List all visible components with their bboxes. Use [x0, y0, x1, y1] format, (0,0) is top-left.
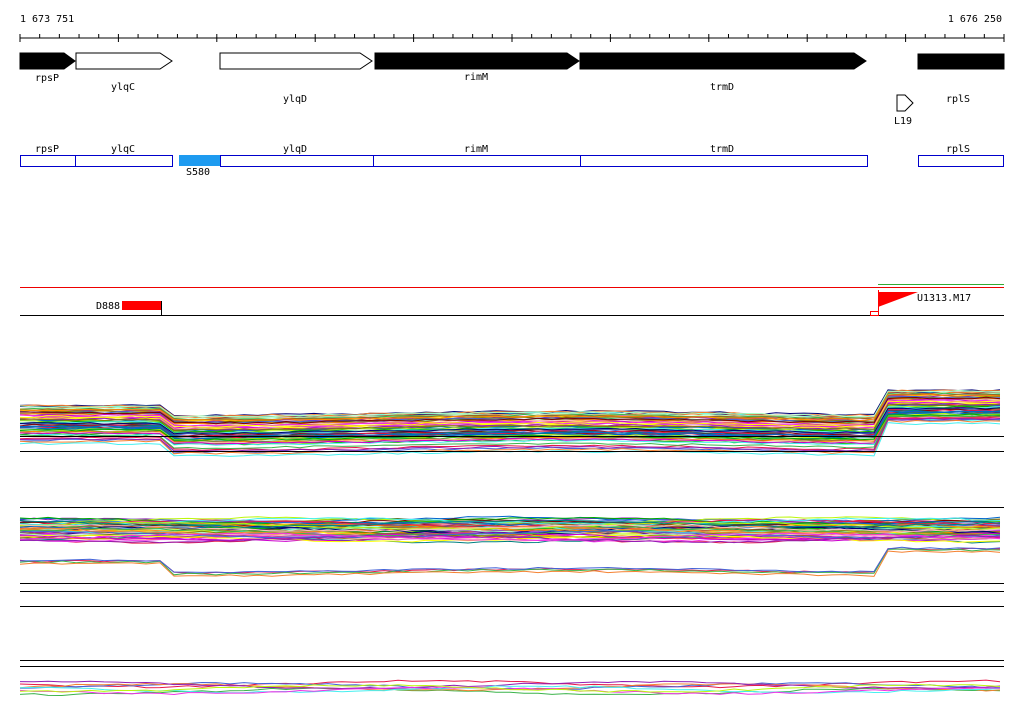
profile-line: [19, 550, 1001, 577]
profile-line: [19, 516, 1001, 524]
region-box: [918, 155, 1004, 167]
gene-arrow: [19, 52, 76, 70]
profile-line: [19, 419, 1001, 455]
gene-label: rpsP: [35, 73, 59, 84]
profile-line: [19, 397, 1001, 426]
profile-line: [19, 418, 1001, 446]
profile-line: [19, 417, 1000, 445]
gene-label: ylqD: [283, 94, 307, 105]
profile-line: [19, 533, 1001, 542]
region-label: ylqC: [111, 144, 135, 155]
profile-line: [19, 685, 1001, 694]
profile-line: [19, 389, 1001, 418]
end-coordinate: 1 676 250: [948, 14, 1002, 25]
profile-line: [19, 396, 1001, 425]
feature-flag: [878, 292, 918, 307]
region-box: [75, 155, 173, 167]
feature-label: D888: [96, 301, 120, 312]
region-label: rplS: [946, 144, 970, 155]
region-label: trmD: [710, 144, 734, 155]
profile-line: [20, 403, 1001, 432]
profile-line: [19, 683, 1001, 693]
profile-line: [19, 416, 1001, 451]
profile-line: [19, 400, 1001, 428]
profile-line: [19, 407, 1001, 435]
profile-line: [19, 524, 1001, 533]
gene-arrow: [579, 52, 867, 70]
gene-arrow: [374, 52, 580, 70]
gene-label: trmD: [710, 82, 734, 93]
gene-arrow: [75, 52, 173, 70]
gene-track: rpsP ylqC ylqD rimM trmD rplS L19: [19, 52, 1005, 127]
segment-label: S580: [186, 167, 210, 178]
gene-label: rimM: [464, 72, 488, 83]
region-box: [220, 155, 374, 167]
region-label: ylqD: [283, 144, 307, 155]
region-box: [373, 155, 581, 167]
profile-line: [19, 519, 1001, 529]
promoter-arrow: [896, 94, 914, 112]
region-track: [20, 155, 1004, 167]
profile-line: [19, 548, 1001, 576]
promoter-label: L19: [894, 116, 912, 127]
profile-line: [19, 532, 1001, 541]
gene-arrow: [917, 53, 1005, 70]
region-box: [580, 155, 868, 167]
gene-label: rplS: [946, 94, 970, 105]
profile-line: [19, 414, 1001, 450]
profile-line: [19, 525, 1001, 535]
profile-line: [19, 417, 1001, 452]
profile-line: [19, 393, 1001, 422]
feature-box: [122, 301, 161, 310]
gene-label: ylqC: [111, 82, 135, 93]
start-coordinate: 1 673 751: [20, 14, 74, 25]
segment-box: [179, 155, 220, 166]
profile-line: [19, 686, 1000, 696]
feature-label: U1313.M17: [917, 293, 971, 304]
region-box: [20, 155, 76, 167]
ruler-ticks: [19, 34, 1005, 42]
feature-track: D888 U1313.M17: [20, 284, 1004, 316]
expression-profiles: [19, 389, 1004, 697]
profile-line: [19, 523, 1001, 532]
region-label: rimM: [464, 144, 488, 155]
profile-line: [19, 517, 1001, 526]
profile-line: [19, 534, 1001, 544]
profile-line: [19, 546, 1001, 574]
feature-box: [870, 311, 879, 316]
region-label: rpsP: [35, 144, 59, 155]
gene-arrow: [219, 52, 373, 70]
